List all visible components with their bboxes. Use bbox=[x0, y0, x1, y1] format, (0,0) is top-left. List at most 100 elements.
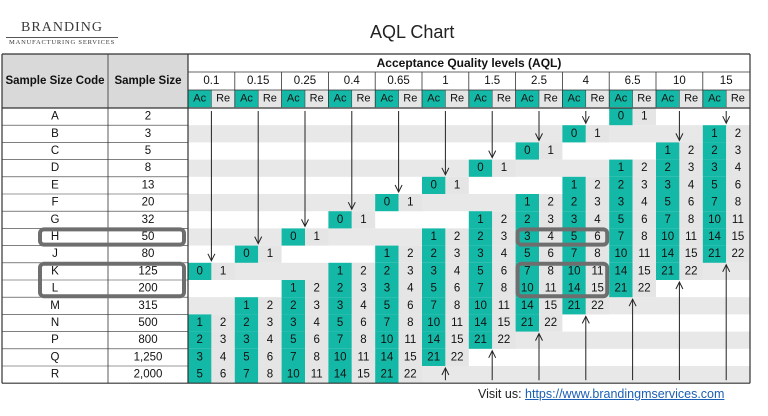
ac-value: 5 bbox=[243, 351, 249, 363]
website-link[interactable]: https://www.brandingmservices.com bbox=[525, 387, 725, 401]
ac-cell bbox=[609, 194, 633, 212]
ac-value: 0 bbox=[571, 128, 577, 140]
re-value: 4 bbox=[267, 334, 274, 346]
ac-cell bbox=[702, 176, 727, 194]
re-value: 2 bbox=[688, 145, 694, 157]
re-value: 3 bbox=[735, 145, 741, 157]
re-value: 1 bbox=[641, 111, 647, 123]
re-cell bbox=[539, 297, 563, 315]
down-arrow-head bbox=[441, 167, 450, 176]
re-value: 8 bbox=[501, 283, 507, 295]
ac-value: 5 bbox=[571, 231, 577, 243]
re-value: 3 bbox=[501, 231, 507, 243]
re-cell bbox=[445, 314, 469, 332]
re-cell bbox=[492, 331, 516, 349]
re-value: 11 bbox=[498, 300, 510, 312]
re-cell bbox=[585, 280, 610, 298]
ac-value: 3 bbox=[337, 300, 343, 312]
ac-value: 3 bbox=[290, 317, 296, 329]
re-value: 2 bbox=[641, 162, 647, 174]
ac-value: 0 bbox=[290, 231, 296, 243]
re-cell bbox=[585, 125, 610, 143]
re-value: 11 bbox=[404, 334, 416, 346]
re-cell bbox=[258, 366, 282, 384]
ac-value: 7 bbox=[337, 334, 343, 346]
ac-cell bbox=[281, 228, 305, 246]
re-cell bbox=[539, 228, 563, 246]
ac-value: 21 bbox=[427, 351, 440, 363]
down-arrow-head bbox=[207, 253, 216, 262]
sample-size-value: 32 bbox=[142, 214, 155, 226]
re-value: 4 bbox=[360, 300, 367, 312]
sample-size-code-header: Sample Size Code bbox=[5, 75, 104, 87]
re-cell bbox=[351, 211, 376, 229]
re-cell bbox=[305, 348, 329, 366]
re-cell bbox=[398, 331, 422, 349]
aql-level-label: 2.5 bbox=[531, 75, 547, 87]
ac-cell bbox=[281, 314, 305, 332]
ac-cell bbox=[281, 366, 305, 384]
re-cell bbox=[632, 176, 656, 194]
re-value: 15 bbox=[544, 300, 557, 312]
re-header-cell bbox=[492, 90, 516, 108]
ac-cell bbox=[188, 262, 212, 280]
re-value: 3 bbox=[594, 197, 600, 209]
re-cell bbox=[585, 176, 610, 194]
aql-level-label: 1.5 bbox=[484, 75, 500, 87]
re-value: 8 bbox=[454, 300, 460, 312]
ac-cell bbox=[422, 348, 446, 366]
re-cell bbox=[679, 228, 703, 246]
ac-header: Ac bbox=[287, 93, 300, 105]
ac-value: 1 bbox=[664, 145, 670, 157]
re-value: 3 bbox=[688, 162, 694, 174]
re-cell bbox=[539, 262, 563, 280]
re-value: 1 bbox=[501, 162, 507, 174]
re-cell bbox=[679, 194, 703, 212]
ac-cell bbox=[562, 125, 586, 143]
re-cell bbox=[258, 331, 282, 349]
ac-value: 1 bbox=[711, 128, 717, 140]
sample-size-code: R bbox=[51, 369, 59, 381]
ac-cell bbox=[468, 211, 493, 229]
re-cell bbox=[258, 348, 282, 366]
aql-level-label: 6.5 bbox=[625, 75, 641, 87]
highlight-box bbox=[38, 261, 186, 299]
re-header: Re bbox=[497, 93, 511, 105]
ac-cell bbox=[422, 331, 446, 349]
re-value: 1 bbox=[360, 214, 366, 226]
re-value: 3 bbox=[267, 317, 273, 329]
ac-cell bbox=[609, 228, 633, 246]
ac-header: Ac bbox=[427, 93, 440, 105]
sample-size-value: 80 bbox=[142, 248, 155, 260]
ac-cell bbox=[188, 366, 212, 384]
sample-size-value: 200 bbox=[138, 283, 157, 295]
ac-value: 0 bbox=[430, 179, 436, 191]
sample-size-code: H bbox=[51, 231, 59, 243]
ac-cell bbox=[188, 348, 212, 366]
ac-cell bbox=[656, 159, 680, 177]
re-value: 11 bbox=[451, 317, 463, 329]
header-left-bg bbox=[2, 54, 188, 108]
ac-cell bbox=[609, 280, 633, 298]
sample-size-value: 500 bbox=[138, 317, 157, 329]
ac-value: 7 bbox=[477, 283, 483, 295]
re-cell bbox=[398, 297, 422, 315]
re-cell bbox=[726, 159, 750, 177]
ac-value: 14 bbox=[661, 248, 674, 260]
re-header-cell bbox=[679, 90, 703, 108]
highlight-box bbox=[515, 261, 610, 299]
re-value: 2 bbox=[547, 197, 553, 209]
ac-header: Ac bbox=[334, 93, 347, 105]
re-value: 4 bbox=[547, 231, 554, 243]
re-header-cell bbox=[539, 90, 563, 108]
ac-value: 2 bbox=[477, 231, 483, 243]
up-arrow-head bbox=[628, 298, 637, 307]
ac-cell bbox=[609, 211, 633, 229]
ac-cell bbox=[234, 331, 259, 349]
down-arrow-head bbox=[675, 133, 684, 142]
ac-cell bbox=[375, 245, 399, 263]
ac-cell bbox=[188, 331, 212, 349]
re-value: 6 bbox=[220, 369, 226, 381]
re-cell bbox=[351, 262, 376, 280]
ac-cell bbox=[328, 280, 352, 298]
